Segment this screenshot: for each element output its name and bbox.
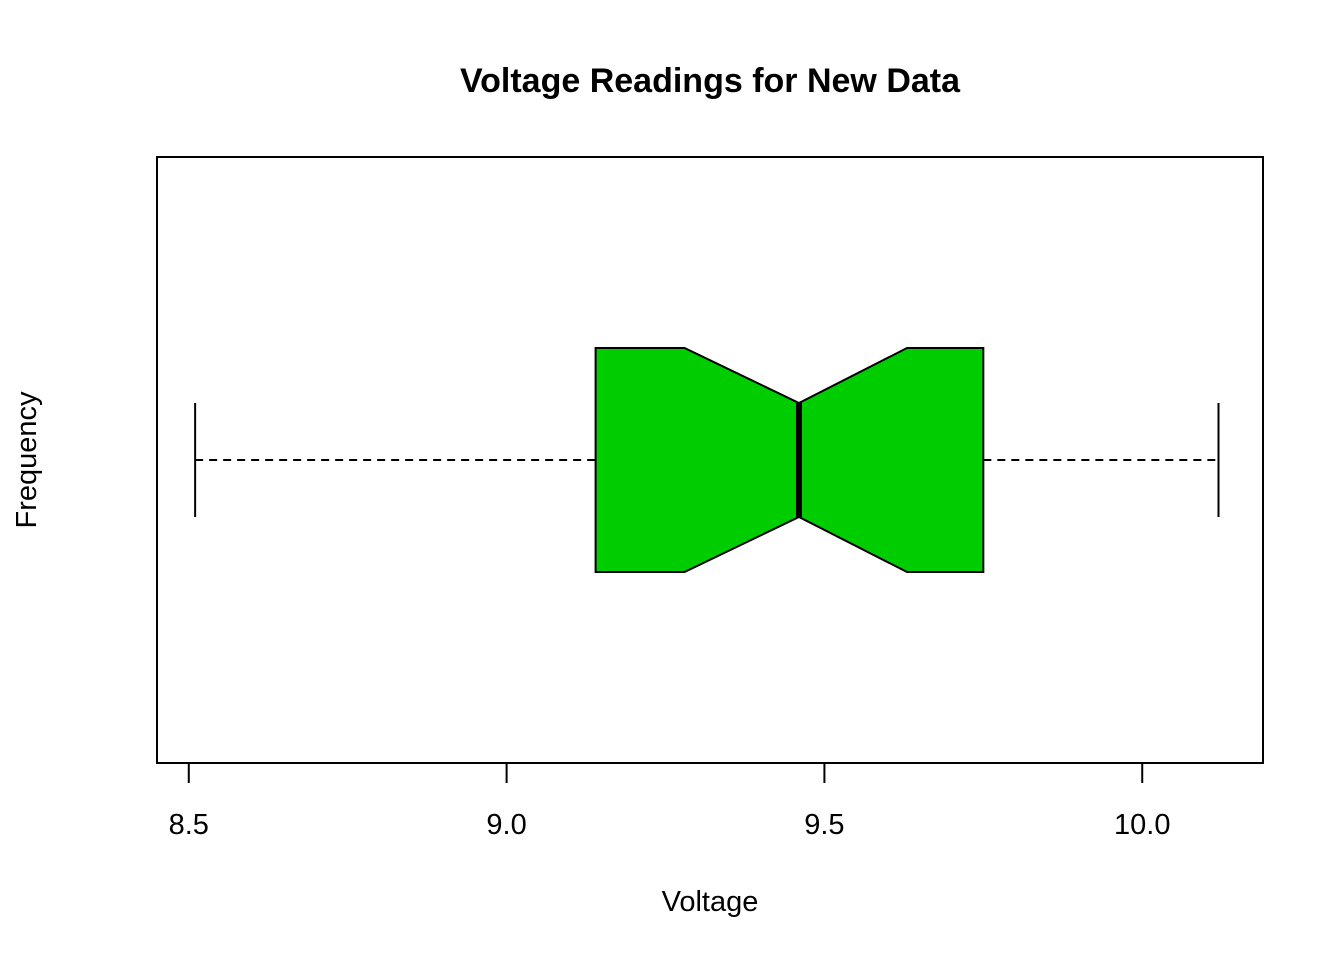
- chart-title: Voltage Readings for New Data: [460, 62, 961, 100]
- x-tick-label: 8.5: [169, 809, 209, 841]
- notched-box: [594, 347, 985, 573]
- x-tick-label: 9.5: [804, 809, 844, 841]
- x-axis-label: Voltage: [662, 886, 759, 918]
- y-axis-label: Frequency: [11, 391, 43, 529]
- x-axis: 8.5 9.0 9.5 10.0: [169, 762, 1170, 841]
- box-group: [194, 347, 1220, 573]
- x-tick-label: 9.0: [486, 809, 526, 841]
- x-tick-label: 10.0: [1114, 809, 1170, 841]
